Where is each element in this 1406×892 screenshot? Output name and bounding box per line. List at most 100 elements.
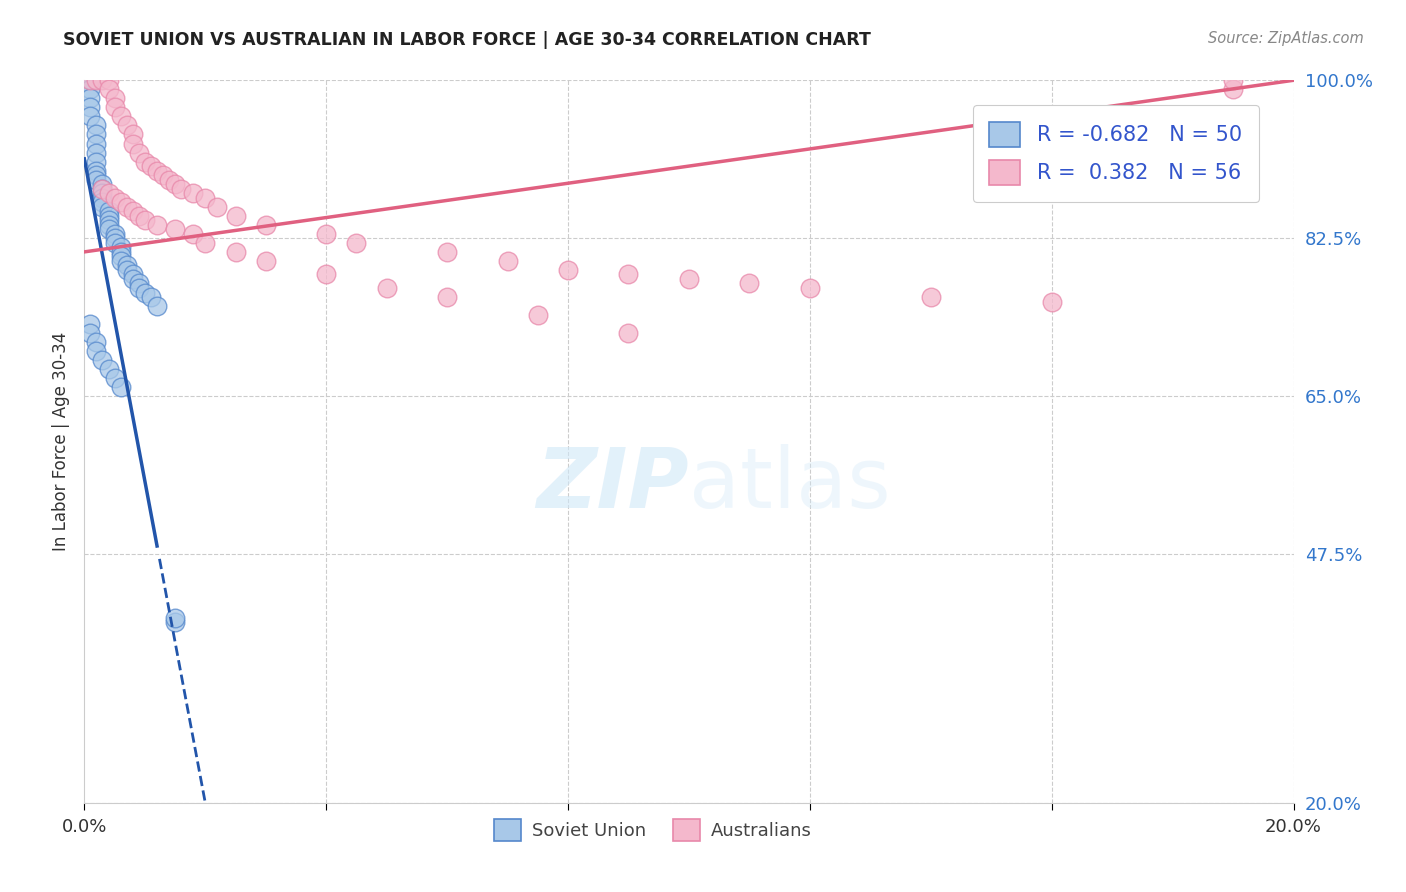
Point <box>315 227 337 241</box>
Point <box>91 182 114 196</box>
Point <box>678 272 700 286</box>
Point <box>110 240 132 254</box>
Point <box>152 168 174 182</box>
Point <box>104 227 127 241</box>
Point <box>1040 294 1063 309</box>
Y-axis label: In Labor Force | Age 30-34: In Labor Force | Age 30-34 <box>52 332 70 551</box>
Point <box>134 154 156 169</box>
Point <box>121 268 143 282</box>
Point <box>181 227 204 241</box>
Point <box>79 73 101 87</box>
Point <box>165 177 187 191</box>
Point <box>86 154 108 169</box>
Point <box>79 317 101 331</box>
Point <box>97 218 120 232</box>
Point <box>115 119 138 133</box>
Point <box>91 191 114 205</box>
Point <box>194 235 217 250</box>
Text: SOVIET UNION VS AUSTRALIAN IN LABOR FORCE | AGE 30-34 CORRELATION CHART: SOVIET UNION VS AUSTRALIAN IN LABOR FORC… <box>63 31 872 49</box>
Point <box>79 110 101 124</box>
Point <box>86 119 108 133</box>
Point <box>86 128 108 142</box>
Point <box>97 362 120 376</box>
Point <box>557 263 579 277</box>
Point <box>104 371 127 385</box>
Point <box>134 213 156 227</box>
Point <box>104 231 127 245</box>
Point <box>86 73 108 87</box>
Point <box>170 182 193 196</box>
Point <box>128 209 150 223</box>
Point <box>97 213 120 227</box>
Point <box>110 249 132 263</box>
Point <box>128 277 150 291</box>
Point <box>121 136 143 151</box>
Point <box>104 191 127 205</box>
Point <box>315 268 337 282</box>
Point <box>110 110 132 124</box>
Point <box>91 182 114 196</box>
Point <box>254 253 277 268</box>
Point <box>91 200 114 214</box>
Point <box>165 615 187 630</box>
Point <box>110 195 132 210</box>
Point <box>91 186 114 201</box>
Text: atlas: atlas <box>689 444 890 525</box>
Point <box>79 82 101 96</box>
Point <box>110 244 132 259</box>
Point <box>86 163 108 178</box>
Point <box>110 253 132 268</box>
Point <box>86 172 108 186</box>
Point <box>79 91 101 105</box>
Point <box>91 353 114 368</box>
Point <box>799 281 821 295</box>
Point <box>134 285 156 300</box>
Point <box>617 268 640 282</box>
Point <box>146 299 169 313</box>
Point <box>165 222 187 236</box>
Text: ZIP: ZIP <box>536 444 689 525</box>
Point <box>121 272 143 286</box>
Point <box>157 172 180 186</box>
Point <box>91 177 114 191</box>
Point <box>139 159 162 173</box>
Point <box>146 163 169 178</box>
Point <box>91 195 114 210</box>
Point <box>97 73 120 87</box>
Legend: Soviet Union, Australians: Soviet Union, Australians <box>486 812 818 848</box>
Point <box>1222 73 1244 87</box>
Point <box>128 281 150 295</box>
Text: Source: ZipAtlas.com: Source: ZipAtlas.com <box>1208 31 1364 46</box>
Point <box>115 259 138 273</box>
Point <box>225 209 247 223</box>
Point <box>115 263 138 277</box>
Point <box>121 128 143 142</box>
Point <box>181 186 204 201</box>
Point <box>225 244 247 259</box>
Point <box>86 168 108 182</box>
Point <box>97 222 120 236</box>
Point <box>97 186 120 201</box>
Point <box>139 290 162 304</box>
Point <box>121 204 143 219</box>
Point <box>436 244 458 259</box>
Point <box>375 281 398 295</box>
Point <box>79 326 101 341</box>
Point <box>346 235 368 250</box>
Point <box>496 253 519 268</box>
Point <box>86 136 108 151</box>
Point <box>97 209 120 223</box>
Point <box>128 145 150 160</box>
Point <box>254 218 277 232</box>
Point <box>79 73 101 87</box>
Point <box>110 380 132 394</box>
Point <box>194 191 217 205</box>
Point <box>79 100 101 114</box>
Point <box>104 91 127 105</box>
Point <box>115 200 138 214</box>
Point <box>86 335 108 350</box>
Point <box>920 290 942 304</box>
Point <box>104 100 127 114</box>
Point <box>436 290 458 304</box>
Point <box>738 277 761 291</box>
